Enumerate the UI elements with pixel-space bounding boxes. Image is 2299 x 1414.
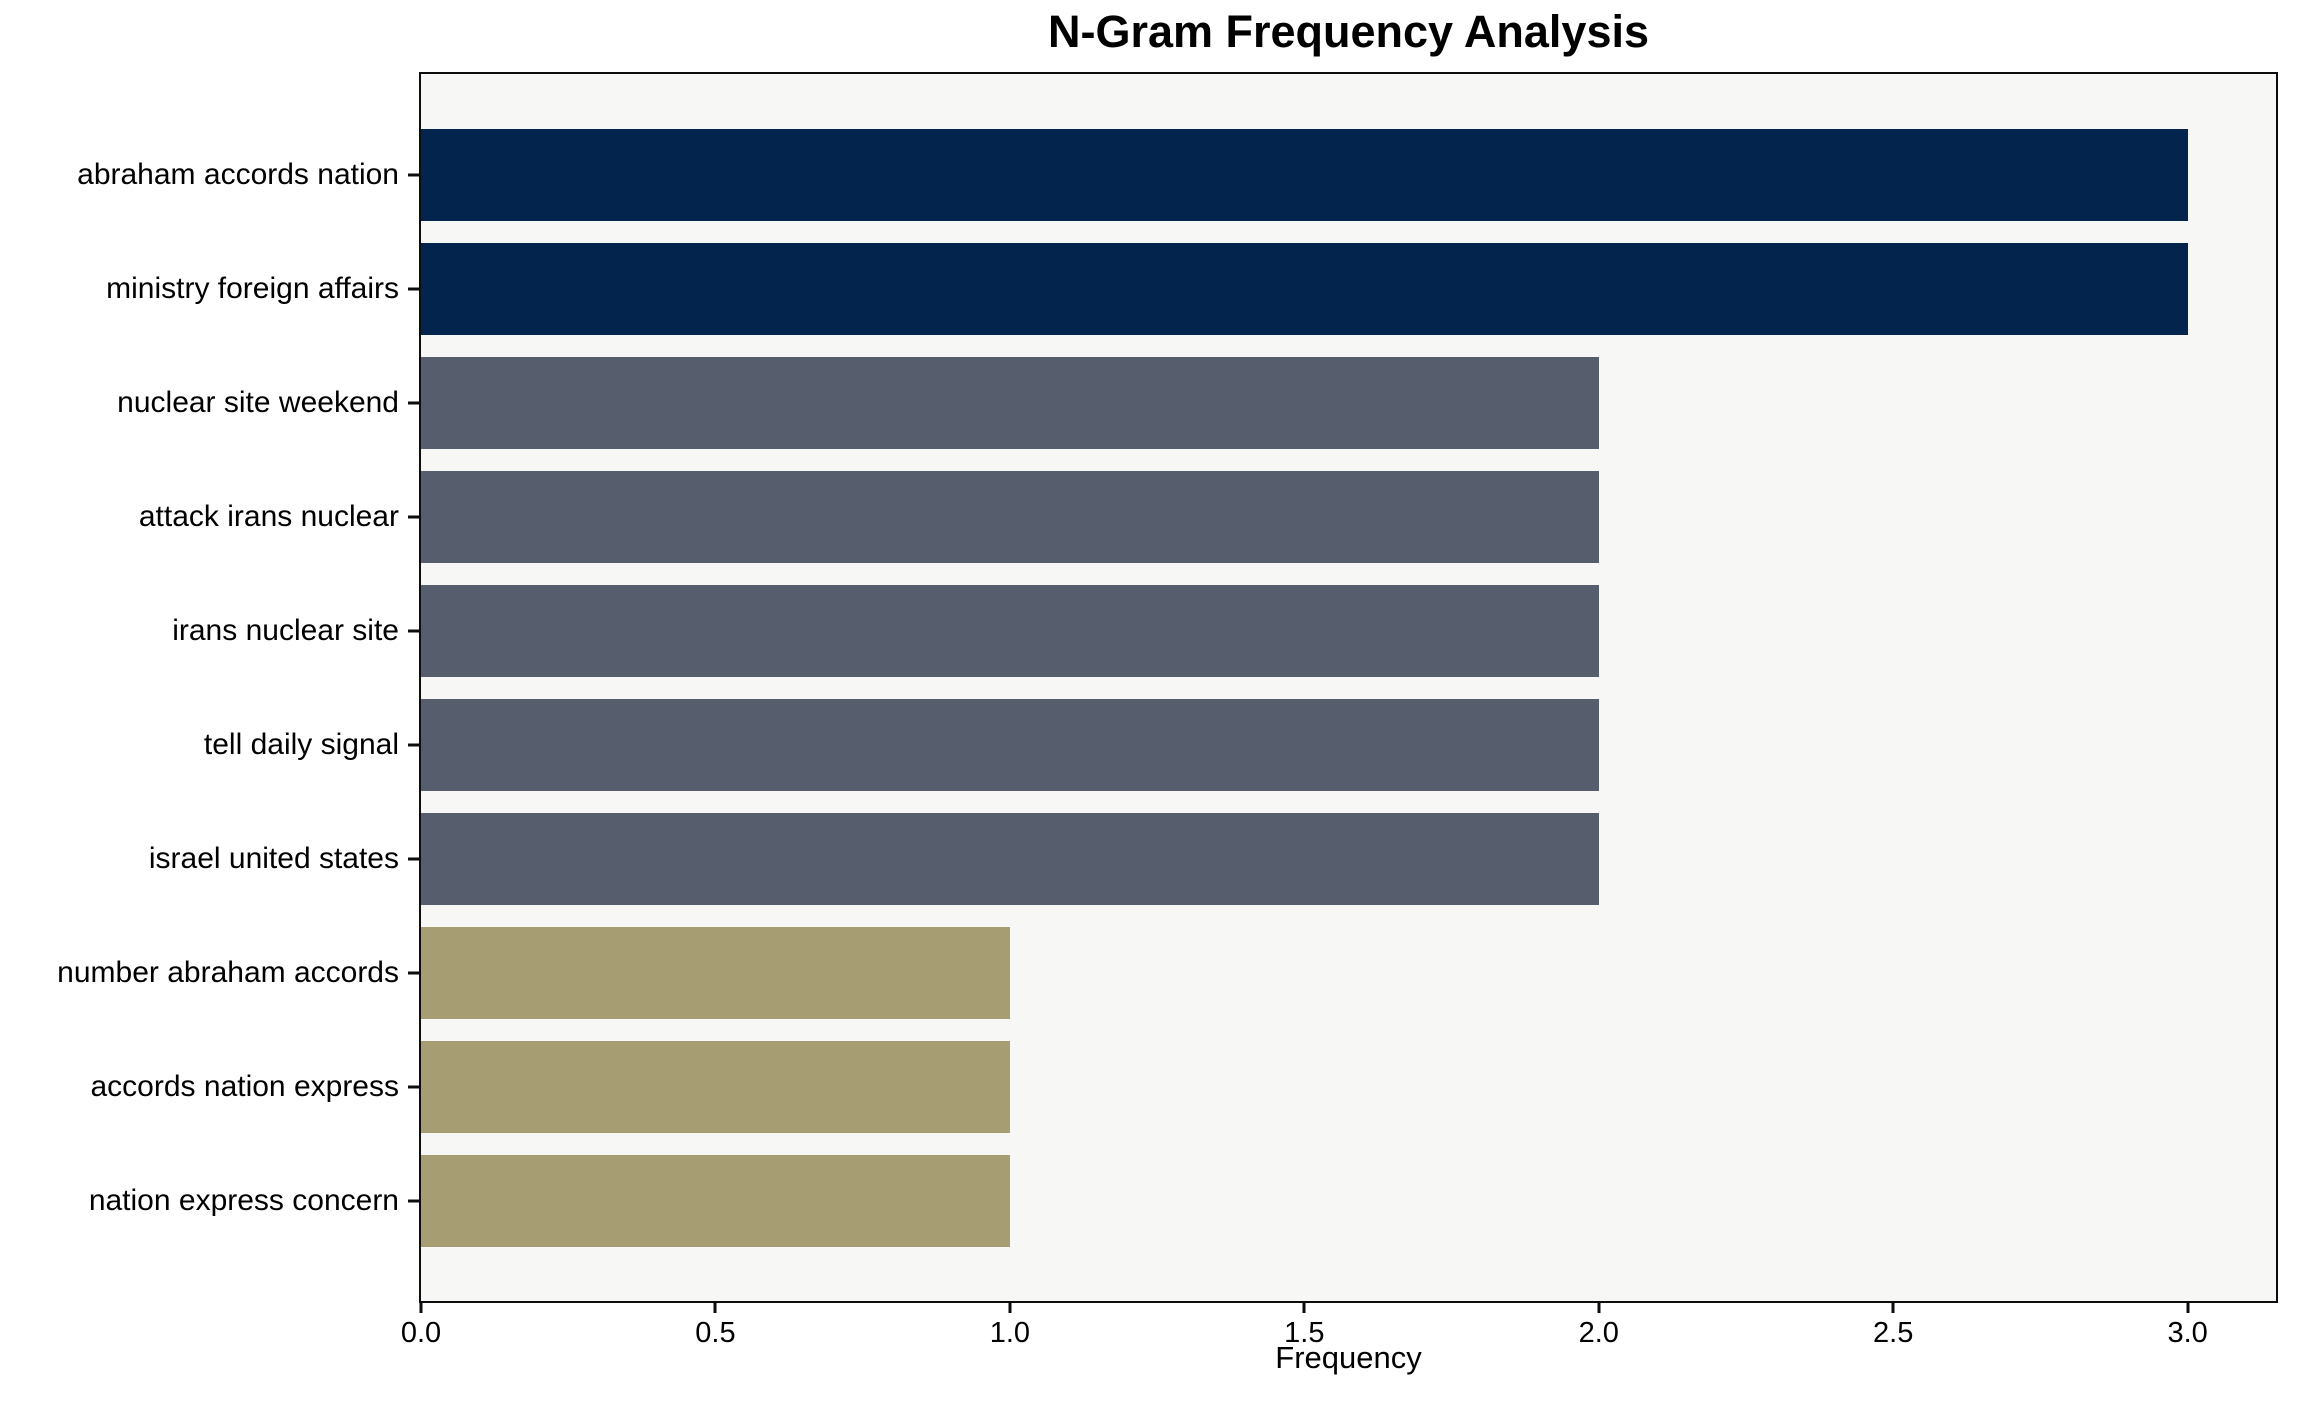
- category-label: nation express concern: [88, 1184, 399, 1217]
- x-tick-mark: [1302, 1303, 1306, 1313]
- bar: [421, 243, 2188, 335]
- x-tick-mark: [2186, 1303, 2190, 1313]
- bar-row: number abraham accords: [57, 927, 2276, 1019]
- category-label: number abraham accords: [57, 956, 399, 989]
- bar: [421, 585, 1599, 677]
- x-tick-label: 1.0: [989, 1317, 1031, 1349]
- y-tick-mark: [408, 515, 419, 519]
- y-tick-mark: [408, 1085, 419, 1089]
- bar: [421, 129, 2188, 221]
- x-tick-label: 1.5: [1284, 1317, 1325, 1349]
- x-tick-label: 0.5: [695, 1317, 736, 1349]
- y-tick-mark: [408, 401, 419, 405]
- x-tick-mark: [1008, 1303, 1012, 1313]
- chart-title: N-Gram Frequency Analysis: [1047, 6, 1650, 57]
- bar: [421, 927, 1010, 1019]
- bar: [421, 1155, 1010, 1247]
- x-tick-label: 2.5: [1873, 1317, 1914, 1349]
- x-tick-label: 3.0: [2167, 1317, 2208, 1349]
- x-tick-mark: [713, 1303, 717, 1313]
- plot-area: abraham accords nation ministry foreign a…: [57, 72, 2278, 1348]
- category-label: irans nuclear site: [172, 614, 399, 647]
- bar: [421, 1041, 1010, 1133]
- x-axis-label: Frequency: [1275, 1340, 1422, 1375]
- x-tick-mark: [1891, 1303, 1895, 1313]
- bar-row: accords nation express: [91, 1041, 2276, 1133]
- y-tick-mark: [408, 629, 419, 633]
- category-label: tell daily signal: [203, 728, 399, 761]
- y-tick-mark: [408, 287, 419, 291]
- y-tick-mark: [408, 1199, 419, 1203]
- category-label: ministry foreign affairs: [106, 272, 399, 305]
- y-tick-mark: [408, 743, 419, 747]
- category-label: attack irans nuclear: [138, 500, 399, 533]
- category-label: nuclear site weekend: [117, 386, 399, 419]
- bar-row: irans nuclear site: [172, 585, 2276, 677]
- y-tick-mark: [408, 857, 419, 861]
- bars-container: abraham accords nation ministry foreign a…: [57, 74, 2276, 1301]
- bar-row: abraham accords nation: [77, 129, 2276, 221]
- bar: [421, 357, 1599, 449]
- x-tick-label: 2.0: [1578, 1317, 1619, 1349]
- bar-row: israel united states: [149, 813, 2276, 905]
- bar-row: attack irans nuclear: [139, 471, 2276, 563]
- bar-row: ministry foreign affairs: [106, 243, 2276, 335]
- bar: [421, 813, 1599, 905]
- category-label: israel united states: [148, 842, 399, 875]
- bar: [421, 471, 1599, 563]
- x-tick-mark: [419, 1303, 423, 1313]
- bar: [421, 699, 1599, 791]
- bar-row: nuclear site weekend: [117, 357, 2276, 449]
- bar-row: tell daily signal: [204, 699, 2276, 791]
- category-label: accords nation express: [90, 1070, 400, 1103]
- x-tick-mark: [1597, 1303, 1601, 1313]
- x-tick-label: 0.0: [400, 1317, 442, 1349]
- category-label: abraham accords nation: [77, 158, 399, 191]
- bar-row: nation express concern: [89, 1155, 2276, 1247]
- y-tick-mark: [408, 173, 419, 177]
- y-tick-mark: [408, 971, 419, 975]
